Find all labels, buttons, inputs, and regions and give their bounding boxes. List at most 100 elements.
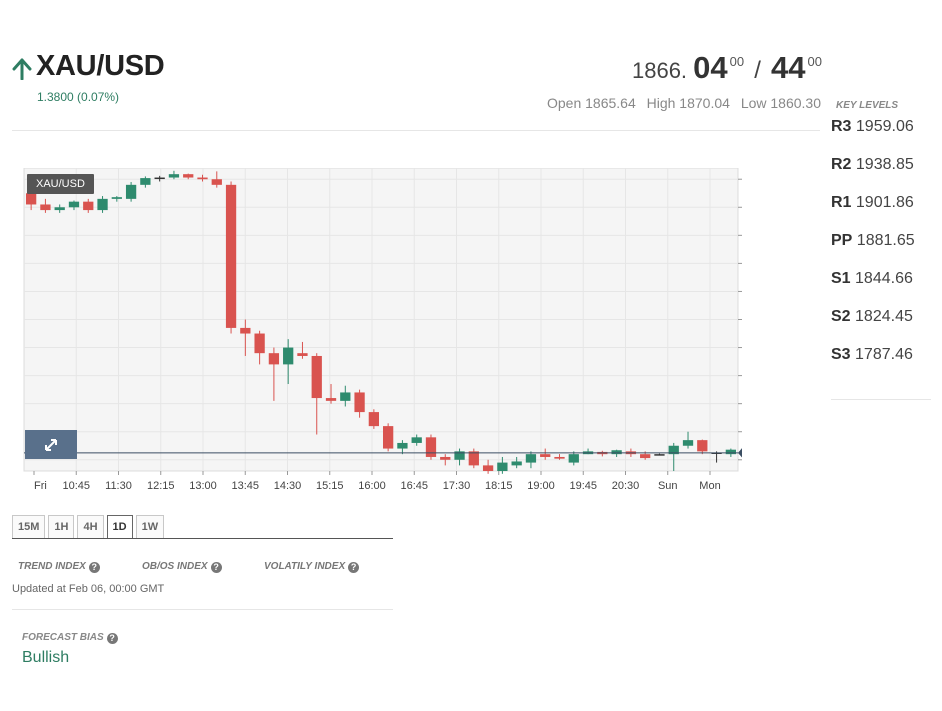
key-level-value: 1959.06 xyxy=(855,118,914,135)
x-tick-label: 14:30 xyxy=(274,480,302,492)
help-icon[interactable]: ? xyxy=(106,633,118,644)
candle-body xyxy=(111,197,122,199)
volatility-index-label: VOLATILY INDEX xyxy=(264,561,346,572)
candle-body xyxy=(25,193,37,205)
key-level-value: 1844.66 xyxy=(855,270,913,287)
current-price-tag xyxy=(738,448,742,458)
tab-1d[interactable]: 1D xyxy=(106,515,133,539)
tab-1h[interactable]: 1H xyxy=(48,515,75,539)
x-tick-label: 17:30 xyxy=(443,480,471,492)
ask-sup: 00 xyxy=(807,54,822,69)
candle-body xyxy=(497,462,508,471)
price-change: 1.3800 (0.07%) xyxy=(37,90,120,104)
bid-prefix: 1866. xyxy=(631,58,688,83)
help-icon[interactable]: ? xyxy=(348,562,360,573)
timeframe-underline xyxy=(12,538,393,539)
candle-body xyxy=(183,174,194,178)
candle-body xyxy=(425,437,437,457)
x-tick-label: 19:00 xyxy=(527,480,555,492)
candle-body xyxy=(611,450,622,455)
bid-ask-price: 1866. 04 00 / 44 00 xyxy=(632,50,822,86)
candle-body xyxy=(83,201,94,211)
candle-body xyxy=(54,207,65,211)
tab-4h[interactable]: 4H xyxy=(77,515,104,539)
key-level-r2: R2 1938.85 xyxy=(831,152,931,190)
x-tick-label: 15:15 xyxy=(316,480,344,492)
candle-body xyxy=(411,437,422,443)
candle-body xyxy=(354,392,365,413)
expand-arrows-icon xyxy=(45,439,57,451)
candle-body xyxy=(197,177,208,180)
candle-body xyxy=(140,178,151,185)
candle-body xyxy=(640,454,651,459)
key-level-label: R2 xyxy=(831,156,852,173)
candle-body xyxy=(654,454,665,456)
x-tick-label: 13:45 xyxy=(231,480,259,492)
quote-header: XAU/USD 1.3800 (0.07%) 1866. 04 00 / 44 00… xyxy=(0,0,942,130)
candle-body xyxy=(240,327,251,334)
key-level-value: 1787.46 xyxy=(855,346,913,363)
key-levels-title: KEY LEVELS xyxy=(836,100,899,111)
key-level-s1: S1 1844.66 xyxy=(831,266,931,304)
candle-body xyxy=(340,392,351,401)
key-level-label: S1 xyxy=(831,270,851,287)
updated-timestamp: Updated at Feb 06, 00:00 GMT xyxy=(12,583,165,595)
open-stat: Open 1865.64 xyxy=(546,95,636,111)
key-level-r1: R1 1901.86 xyxy=(831,190,931,228)
candle-body xyxy=(325,398,337,401)
tab-15m[interactable]: 15M xyxy=(12,515,46,539)
x-tick-label: Mon xyxy=(699,480,720,492)
x-tick-label: Sun xyxy=(658,480,678,492)
x-tick-label: 10:45 xyxy=(62,480,90,492)
candle-body xyxy=(682,440,694,446)
candle-body xyxy=(397,442,408,449)
bid-main: 04 xyxy=(693,50,728,85)
candle-body xyxy=(568,454,579,463)
low-stat: Low 1860.30 xyxy=(740,95,821,111)
chart-canvas[interactable]: 1,915.001,910.001,905.001,900.001,895.00… xyxy=(22,168,742,498)
high-stat: High 1870.04 xyxy=(646,95,730,111)
x-tick-label: 16:00 xyxy=(358,480,386,492)
candle-body xyxy=(382,426,394,449)
section-divider xyxy=(12,609,393,610)
key-level-s2: S2 1824.45 xyxy=(831,304,931,342)
price-chart[interactable]: 1,915.001,910.001,905.001,900.001,895.00… xyxy=(22,168,742,498)
candle-body xyxy=(697,440,708,452)
forecast-bias-title: FORECAST BIAS? xyxy=(22,632,118,644)
candle-body xyxy=(254,333,265,354)
bid-ask-separator: / xyxy=(754,57,761,84)
candle-body xyxy=(40,204,51,211)
candle-body xyxy=(540,454,551,457)
arrow-up-icon xyxy=(12,58,32,80)
bid-sup: 00 xyxy=(729,54,745,69)
candle-body xyxy=(554,456,565,459)
candle-body xyxy=(168,174,180,178)
x-tick-label: 11:30 xyxy=(105,480,132,492)
candle-body xyxy=(311,355,322,399)
help-icon[interactable]: ? xyxy=(88,562,100,573)
key-level-value: 1901.86 xyxy=(855,194,914,211)
candle-body xyxy=(440,456,451,460)
x-tick-label: 12:15 xyxy=(147,480,175,492)
candle-body xyxy=(525,454,537,463)
x-tick-label: 20:30 xyxy=(612,480,640,492)
candle-body xyxy=(468,451,479,466)
forecast-bias-label: FORECAST BIAS xyxy=(22,632,104,643)
header-divider xyxy=(12,130,820,131)
candle-body xyxy=(225,184,237,328)
x-tick-label: 13:00 xyxy=(189,480,217,492)
key-level-label: S3 xyxy=(831,346,851,363)
key-level-value: 1824.45 xyxy=(855,308,913,325)
candle-body xyxy=(283,347,294,365)
volatility-index: VOLATILY INDEX? xyxy=(264,561,360,573)
key-level-pp: PP 1881.65 xyxy=(831,228,931,266)
expand-chart-button[interactable] xyxy=(25,430,77,459)
help-icon[interactable]: ? xyxy=(210,562,222,573)
candle-body xyxy=(482,465,494,471)
key-level-value: 1938.85 xyxy=(855,156,914,173)
candle-body xyxy=(68,201,80,208)
candle-body xyxy=(725,449,737,455)
tab-1w[interactable]: 1W xyxy=(135,515,165,539)
x-tick-label: 16:45 xyxy=(400,480,428,492)
key-level-label: R3 xyxy=(831,118,852,135)
